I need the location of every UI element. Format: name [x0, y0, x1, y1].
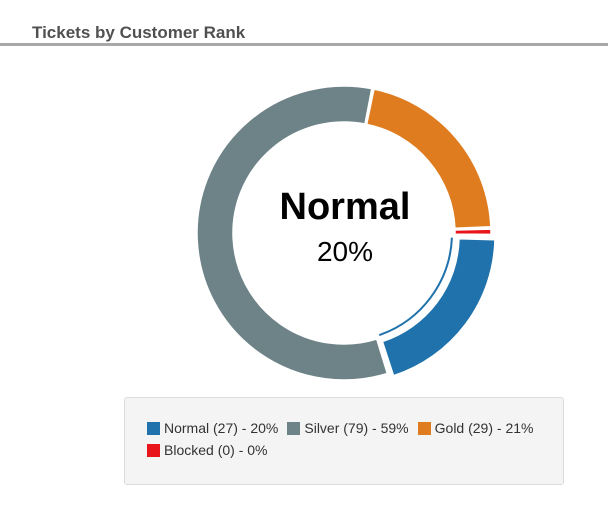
legend-label-blocked: Blocked (0) - 0%	[164, 442, 268, 458]
donut-slice-normal[interactable]	[381, 238, 496, 377]
legend-item-silver[interactable]: Silver (79) - 59%	[287, 420, 409, 436]
center-category-name: Normal	[279, 186, 411, 228]
legend-swatch-silver	[287, 421, 301, 435]
legend-swatch-gold	[417, 421, 431, 435]
donut-slice-gold[interactable]	[365, 88, 492, 230]
donut-slice-blocked[interactable]	[454, 228, 492, 236]
donut-slice-silver[interactable]	[196, 85, 389, 381]
widget-header: Tickets by Customer Rank	[0, 0, 608, 46]
chart-legend: Normal (27) - 20% Silver (79) - 59% Gold…	[124, 397, 564, 485]
legend-item-blocked[interactable]: Blocked (0) - 0%	[147, 442, 267, 458]
legend-item-normal[interactable]: Normal (27) - 20%	[147, 420, 278, 436]
legend-swatch-blocked	[147, 443, 160, 457]
legend-label-normal: Normal (27) - 20%	[164, 420, 279, 436]
legend-label-silver: Silver (79) - 59%	[304, 420, 409, 436]
widget-title: Tickets by Customer Rank	[32, 23, 246, 42]
legend-item-gold[interactable]: Gold (29) - 21%	[417, 420, 534, 436]
legend-swatch-normal	[147, 421, 160, 435]
center-category-percent: 20%	[316, 236, 374, 267]
donut-slice-normal-highlight	[378, 237, 453, 337]
legend-label-gold: Gold (29) - 21%	[434, 420, 534, 436]
